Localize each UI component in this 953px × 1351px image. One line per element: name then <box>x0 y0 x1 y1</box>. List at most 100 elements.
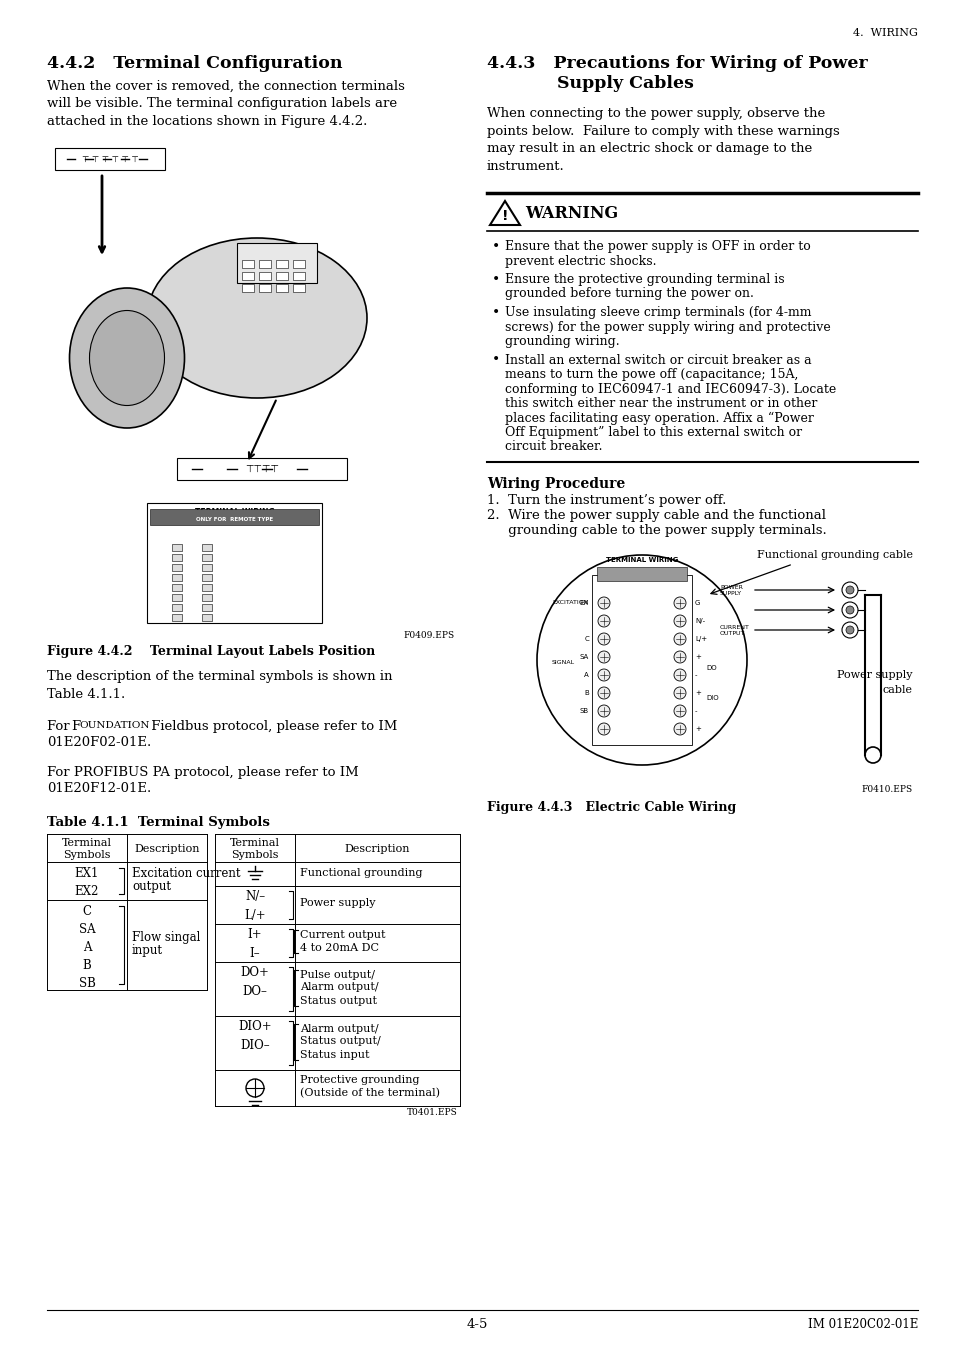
Text: Figure 4.4.2    Terminal Layout Labels Position: Figure 4.4.2 Terminal Layout Labels Posi… <box>47 644 375 658</box>
Text: When connecting to the power supply, observe the
points below.  Failure to compl: When connecting to the power supply, obs… <box>486 107 839 173</box>
Text: Table 4.1.1  Terminal Symbols: Table 4.1.1 Terminal Symbols <box>47 816 270 830</box>
Text: L/+: L/+ <box>695 636 706 642</box>
Circle shape <box>598 688 609 698</box>
Circle shape <box>673 705 685 717</box>
Circle shape <box>598 651 609 663</box>
Text: •: • <box>492 240 499 254</box>
Bar <box>177 458 347 480</box>
Bar <box>202 554 212 561</box>
Text: Use insulating sleeve crimp terminals (for 4-mm: Use insulating sleeve crimp terminals (f… <box>504 305 811 319</box>
Text: DIO+
DIO–: DIO+ DIO– <box>238 1020 272 1052</box>
Text: Terminal
Symbols: Terminal Symbols <box>62 838 112 861</box>
Text: 01E20F12-01E.: 01E20F12-01E. <box>47 782 152 794</box>
Text: The description of the terminal symbols is shown in
Table 4.1.1.: The description of the terminal symbols … <box>47 670 392 701</box>
Text: 1.  Turn the instrument’s power off.: 1. Turn the instrument’s power off. <box>486 494 725 507</box>
Text: G: G <box>695 600 700 607</box>
Bar <box>258 259 271 267</box>
Circle shape <box>673 669 685 681</box>
Text: grounding cable to the power supply terminals.: grounding cable to the power supply term… <box>486 524 826 536</box>
Text: DO+
DO–: DO+ DO– <box>240 966 269 998</box>
Text: A: A <box>583 671 588 678</box>
Text: ONLY FOR  REMOTE TYPE: ONLY FOR REMOTE TYPE <box>195 517 273 521</box>
Bar <box>275 284 288 292</box>
Text: C
SA
A
B
SB: C SA A B SB <box>78 905 95 990</box>
Circle shape <box>673 597 685 609</box>
Bar <box>172 584 182 590</box>
Bar <box>147 503 322 623</box>
Text: !: ! <box>501 209 508 223</box>
Text: Current output: Current output <box>299 929 385 940</box>
Bar <box>293 272 305 280</box>
Text: Excitation current: Excitation current <box>132 867 240 880</box>
Text: Functional grounding: Functional grounding <box>299 867 422 878</box>
Text: -: - <box>695 671 697 678</box>
Circle shape <box>598 669 609 681</box>
Circle shape <box>845 586 853 594</box>
Text: DO: DO <box>705 665 716 671</box>
Text: Ensure that the power supply is OFF in order to: Ensure that the power supply is OFF in o… <box>504 240 810 253</box>
Bar <box>258 272 271 280</box>
Text: F: F <box>71 720 80 734</box>
Text: Alarm output/: Alarm output/ <box>299 982 378 993</box>
Text: N/-: N/- <box>695 617 704 624</box>
Text: CURRENT
OUTPUT: CURRENT OUTPUT <box>720 626 749 636</box>
Bar <box>293 259 305 267</box>
Text: cable: cable <box>882 685 912 694</box>
Text: +: + <box>695 725 700 732</box>
Text: Description: Description <box>344 844 410 854</box>
Circle shape <box>598 615 609 627</box>
Text: Functional grounding cable: Functional grounding cable <box>757 550 912 561</box>
Bar <box>55 149 165 170</box>
Circle shape <box>673 688 685 698</box>
Text: SA: SA <box>579 654 588 661</box>
Text: For PROFIBUS PA protocol, please refer to IM: For PROFIBUS PA protocol, please refer t… <box>47 766 358 780</box>
Text: circuit breaker.: circuit breaker. <box>504 440 602 454</box>
Text: Power supply: Power supply <box>837 670 912 680</box>
Text: •: • <box>492 354 499 367</box>
Text: Supply Cables: Supply Cables <box>557 76 693 92</box>
Text: Protective grounding: Protective grounding <box>299 1075 419 1085</box>
Text: For: For <box>47 720 73 734</box>
Text: SIGNAL: SIGNAL <box>552 661 575 665</box>
Text: IM 01E20C02-01E: IM 01E20C02-01E <box>807 1319 917 1331</box>
Circle shape <box>598 723 609 735</box>
Text: 2.  Wire the power supply cable and the functional: 2. Wire the power supply cable and the f… <box>486 509 825 521</box>
Ellipse shape <box>147 238 367 399</box>
Text: ⊤ ⊤ ⊤ ⊤ ⊤ ⊤: ⊤ ⊤ ⊤ ⊤ ⊤ ⊤ <box>82 154 138 163</box>
Circle shape <box>841 603 857 617</box>
Text: grounded before turning the power on.: grounded before turning the power on. <box>504 288 753 300</box>
Text: ONLY FOR: ONLY FOR <box>626 574 657 580</box>
Text: TERMINAL WIRING: TERMINAL WIRING <box>194 508 274 517</box>
Bar <box>172 544 182 551</box>
Bar <box>592 576 691 744</box>
Text: C: C <box>583 636 588 642</box>
Bar <box>236 243 316 282</box>
Bar <box>242 272 253 280</box>
Text: Pulse output/: Pulse output/ <box>299 970 375 979</box>
Circle shape <box>841 582 857 598</box>
Circle shape <box>845 607 853 613</box>
Text: Status output: Status output <box>299 996 376 1005</box>
Text: +: + <box>695 690 700 696</box>
Bar <box>150 509 318 526</box>
Text: conforming to IEC60947-1 and IEC60947-3). Locate: conforming to IEC60947-1 and IEC60947-3)… <box>504 382 836 396</box>
Text: Ensure the protective grounding terminal is: Ensure the protective grounding terminal… <box>504 273 783 286</box>
Text: +: + <box>695 654 700 661</box>
Text: 4.4.3   Precautions for Wiring of Power: 4.4.3 Precautions for Wiring of Power <box>486 55 867 72</box>
Text: means to turn the powe off (capacitance; 15A,: means to turn the powe off (capacitance;… <box>504 367 798 381</box>
Circle shape <box>673 615 685 627</box>
Text: TERMINAL WIRING: TERMINAL WIRING <box>605 557 678 563</box>
Text: Status input: Status input <box>299 1050 369 1059</box>
Text: SB: SB <box>579 708 588 713</box>
Text: (Outside of the terminal): (Outside of the terminal) <box>299 1088 439 1098</box>
Text: When the cover is removed, the connection terminals
will be visible. The termina: When the cover is removed, the connectio… <box>47 80 404 128</box>
Circle shape <box>673 723 685 735</box>
Circle shape <box>598 634 609 644</box>
Bar <box>202 604 212 611</box>
Text: -: - <box>695 708 697 713</box>
Text: OUNDATION: OUNDATION <box>79 721 150 730</box>
Text: Flow singal: Flow singal <box>132 931 200 944</box>
Bar <box>172 554 182 561</box>
Text: I+
I–: I+ I– <box>248 928 262 961</box>
Circle shape <box>845 626 853 634</box>
